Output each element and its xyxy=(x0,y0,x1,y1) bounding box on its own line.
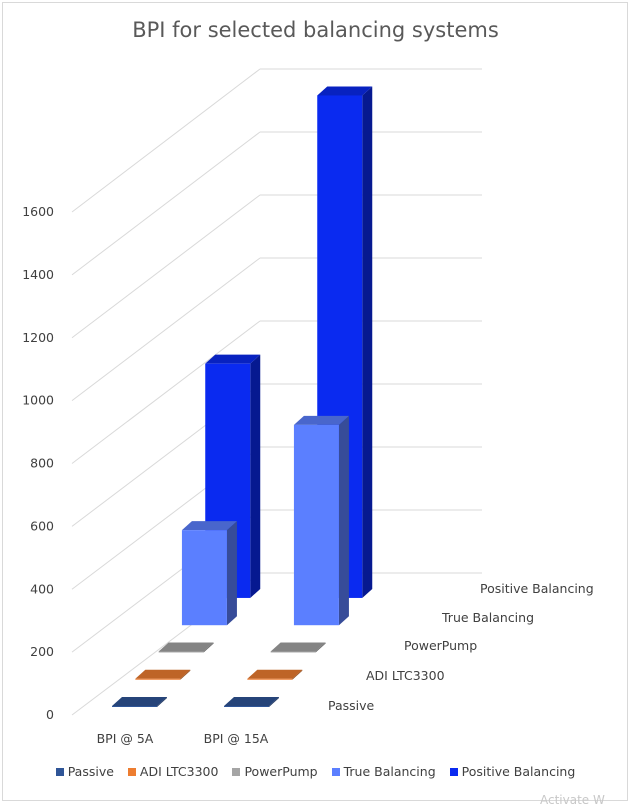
bar-top xyxy=(293,415,349,425)
bar-side xyxy=(157,697,167,707)
bar-2-1 xyxy=(270,651,316,653)
bar-top xyxy=(270,642,326,652)
legend-label: Positive Balancing xyxy=(461,764,576,779)
bar-top xyxy=(205,354,261,364)
bar-top xyxy=(158,642,214,652)
series-axis-label: Passive xyxy=(328,698,375,713)
legend-item: Passive xyxy=(55,764,114,779)
y-tick-label: 0 xyxy=(46,707,54,722)
gridline-diagonal xyxy=(71,131,261,276)
bar-top xyxy=(224,697,279,706)
y-tick-label: 1200 xyxy=(22,330,54,345)
y-tick-label: 1400 xyxy=(22,267,54,282)
legend-swatch xyxy=(55,767,64,776)
bar-side xyxy=(269,697,279,707)
legend-label: ADI LTC3300 xyxy=(139,764,219,779)
bar-1-1 xyxy=(247,678,293,680)
gridline-diagonal xyxy=(71,320,261,464)
gridline-diagonal xyxy=(71,194,261,339)
bar-side xyxy=(315,642,326,653)
bar-side xyxy=(226,521,237,626)
gridline-diagonal xyxy=(71,68,261,213)
legend-swatch xyxy=(331,767,340,776)
legend-item: Positive Balancing xyxy=(449,764,576,779)
chart-legend: Passive ADI LTC3300 PowerPump True Balancin… xyxy=(0,764,631,779)
bar-0-1 xyxy=(224,706,269,707)
bar-side xyxy=(203,642,214,653)
series-axis-label: True Balancing xyxy=(441,610,534,625)
bar-3-0 xyxy=(181,530,227,626)
y-tick-label: 800 xyxy=(30,456,54,471)
legend-swatch xyxy=(232,767,241,776)
bar-0-0 xyxy=(112,706,157,707)
bar-2-0 xyxy=(158,651,204,653)
bar-3-1 xyxy=(293,424,339,626)
y-tick-label: 600 xyxy=(30,518,54,533)
series-axis-label: Positive Balancing xyxy=(480,581,594,596)
chart-plot: 0 200 400 600 800 1000 1200 1400 1600 BPI @ 5A BPI… xyxy=(22,68,594,746)
y-tick-label: 200 xyxy=(30,644,54,659)
y-tick-label: 400 xyxy=(30,581,54,596)
bar-side xyxy=(250,354,261,598)
legend-label: PowerPump xyxy=(244,764,318,779)
y-tick-label: 1600 xyxy=(22,204,54,219)
legend-swatch xyxy=(127,767,136,776)
bar-side xyxy=(362,86,373,598)
y-tick-label: 1000 xyxy=(22,393,54,408)
x-category-label: BPI @ 15A xyxy=(204,731,269,746)
bar-1-0 xyxy=(135,678,181,680)
series-axis-label: PowerPump xyxy=(404,638,477,653)
chart-title: BPI for selected balancing systems xyxy=(132,18,499,42)
series-axis-label: ADI LTC3300 xyxy=(366,668,445,683)
x-category-label: BPI @ 5A xyxy=(97,731,154,746)
legend-item: True Balancing xyxy=(331,764,436,779)
watermark-text: Activate W xyxy=(540,793,605,807)
legend-label: Passive xyxy=(67,764,114,779)
bar-side xyxy=(338,415,349,626)
legend-item: PowerPump xyxy=(232,764,318,779)
bar-top xyxy=(181,521,237,531)
legend-swatch xyxy=(449,767,458,776)
bar-side xyxy=(180,669,191,680)
bar-top xyxy=(317,86,373,96)
gridline-diagonal xyxy=(71,257,261,402)
bar-side xyxy=(292,669,303,680)
legend-item: ADI LTC3300 xyxy=(127,764,219,779)
bar-top xyxy=(112,697,167,706)
legend-label: True Balancing xyxy=(343,764,436,779)
bar-top xyxy=(135,669,191,679)
bar-top xyxy=(247,669,303,679)
